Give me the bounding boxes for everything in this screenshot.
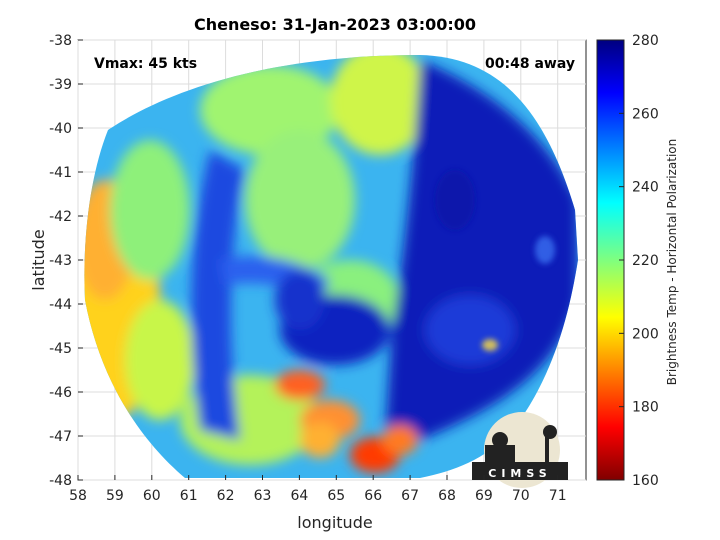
colorbar-tick-label: 240 <box>632 180 659 196</box>
x-tick-label: 71 <box>549 488 567 504</box>
y-tick-label: -45 <box>49 341 72 357</box>
y-tick-label: -42 <box>49 209 72 225</box>
x-axis: 58 59 60 61 62 63 64 65 66 67 68 69 70 71 <box>69 475 567 504</box>
x-tick-label: 62 <box>217 488 235 504</box>
colorbar-tick-label: 160 <box>632 473 659 489</box>
colorbar-tick-label: 220 <box>632 253 659 269</box>
y-tick-label: -43 <box>49 253 72 269</box>
x-tick-label: 65 <box>327 488 345 504</box>
x-tick-label: 58 <box>69 488 87 504</box>
x-tick-label: 69 <box>475 488 493 504</box>
colorbar-tick-label: 180 <box>632 400 659 416</box>
chart-title: Cheneso: 31-Jan-2023 03:00:00 <box>194 15 476 34</box>
y-axis: -38 -39 -40 -41 -42 -43 -44 -45 -46 -47 -48 <box>49 33 83 489</box>
x-tick-label: 64 <box>290 488 308 504</box>
y-tick-label: -47 <box>49 429 72 445</box>
colorbar-tick-label: 200 <box>632 326 659 342</box>
colorbar-tick-label: 260 <box>632 106 659 122</box>
y-tick-label: -41 <box>49 165 72 181</box>
x-tick-label: 60 <box>143 488 161 504</box>
x-tick-label: 66 <box>364 488 382 504</box>
y-tick-label: -46 <box>49 385 72 401</box>
cimss-logo: CIMSS <box>472 412 568 488</box>
x-tick-label: 70 <box>512 488 530 504</box>
x-tick-label: 68 <box>438 488 456 504</box>
x-axis-label: longitude <box>297 513 372 532</box>
x-tick-label: 63 <box>254 488 272 504</box>
logo-text: CIMSS <box>488 467 551 480</box>
y-tick-label: -48 <box>49 473 72 489</box>
vmax-label: Vmax: 45 kts <box>94 56 197 72</box>
y-tick-label: -40 <box>49 121 72 137</box>
brightness-temperature-swath <box>84 55 579 478</box>
colorbar-tick-label: 280 <box>632 33 659 49</box>
y-tick-label: -44 <box>49 297 72 313</box>
colorbar-ticks: 280 260 240 220 200 180 160 <box>619 33 659 489</box>
y-tick-label: -38 <box>49 33 72 49</box>
away-label: 00:48 away <box>485 56 575 72</box>
y-axis-label: latitude <box>29 229 48 290</box>
colorbar-label: Brightness Temp - Horizontal Polarizatio… <box>665 139 679 386</box>
x-tick-label: 59 <box>106 488 124 504</box>
x-tick-label: 61 <box>180 488 198 504</box>
x-tick-label: 67 <box>401 488 419 504</box>
y-tick-label: -39 <box>49 77 72 93</box>
